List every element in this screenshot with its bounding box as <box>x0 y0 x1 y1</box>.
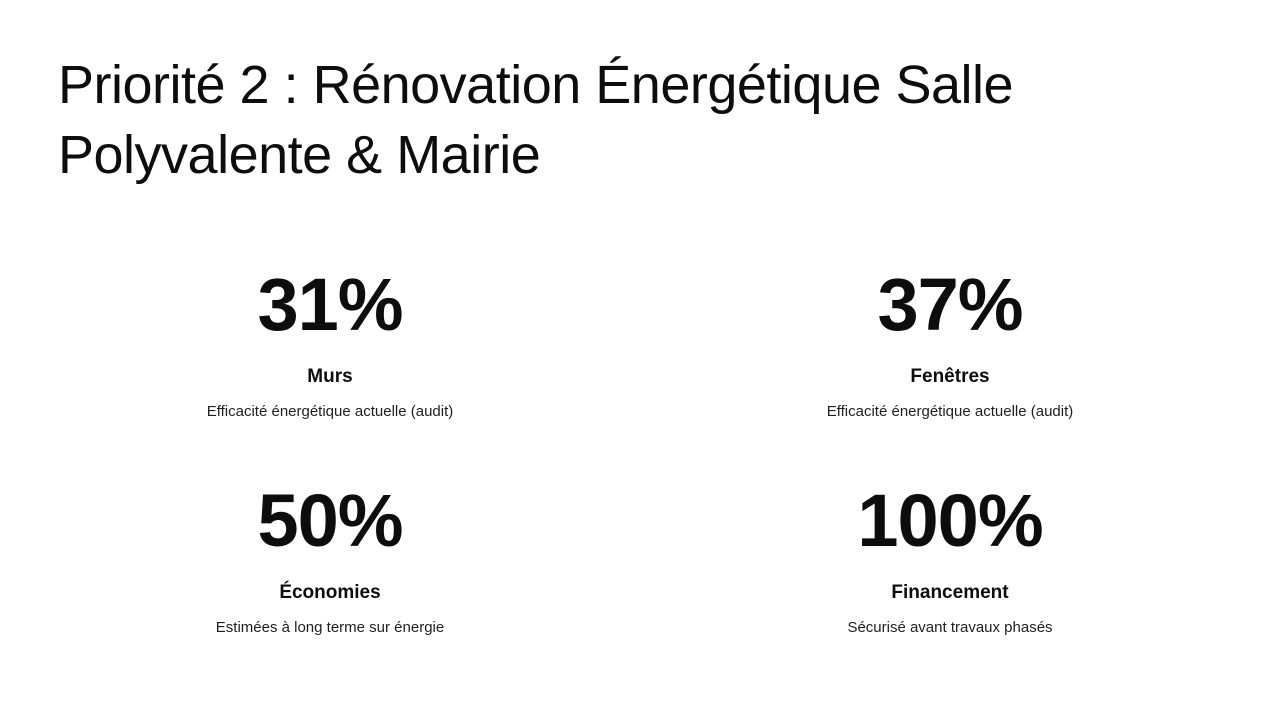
stat-block-murs: 31% Murs Efficacité énergétique actuelle… <box>20 263 640 421</box>
stat-description-fenetres: Efficacité énergétique actuelle (audit) <box>826 403 1074 420</box>
stats-grid: 31% Murs Efficacité énergétique actuelle… <box>20 263 1260 637</box>
stat-block-financement: 100% Financement Sécurisé avant travaux … <box>640 479 1260 637</box>
stat-value-fenetres: 37% <box>877 263 1023 346</box>
stat-description-economies: Estimées à long terme sur énergie <box>215 619 445 636</box>
stat-block-fenetres: 37% Fenêtres Efficacité énergétique actu… <box>640 263 1260 421</box>
stat-label-financement: Financement <box>891 582 1009 603</box>
slide-title: Priorité 2 : Rénovation Énergétique Sall… <box>58 55 1014 186</box>
stat-value-murs: 31% <box>257 263 403 346</box>
stat-description-financement: Sécurisé avant travaux phasés <box>847 619 1053 636</box>
stat-label-economies: Économies <box>279 582 381 603</box>
stat-label-fenetres: Fenêtres <box>910 366 990 387</box>
stat-block-economies: 50% Économies Estimées à long terme sur … <box>20 479 640 637</box>
stat-description-murs: Efficacité énergétique actuelle (audit) <box>206 403 454 420</box>
stat-value-financement: 100% <box>857 479 1043 562</box>
stat-label-murs: Murs <box>307 366 353 387</box>
stat-value-economies: 50% <box>257 479 403 562</box>
